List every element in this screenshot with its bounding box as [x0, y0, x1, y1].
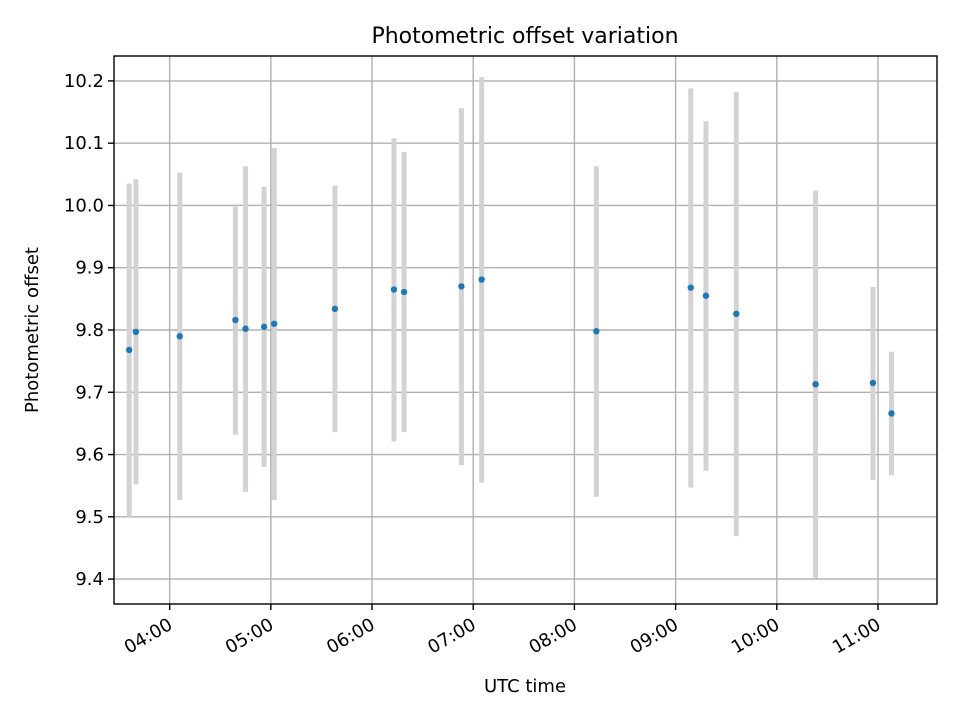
y-tick-label: 9.4: [75, 569, 104, 590]
x-tick-label: 10:00: [728, 614, 783, 658]
data-point: [132, 328, 140, 336]
y-tick-label: 10.2: [64, 71, 104, 92]
data-point: [458, 283, 465, 290]
x-tick-label: 08:00: [525, 614, 580, 658]
y-tick-label: 9.9: [75, 258, 104, 279]
x-tick-label: 04:00: [121, 614, 176, 658]
data-point: [733, 310, 740, 318]
data-point: [702, 292, 710, 299]
y-tick-label: 10.1: [64, 133, 104, 154]
data-point: [400, 288, 408, 296]
data-point: [478, 276, 485, 283]
y-tick-label: 10.0: [64, 195, 104, 216]
data-point: [812, 380, 819, 388]
x-tick-label: 11:00: [829, 614, 884, 658]
x-tick-label: 07:00: [424, 614, 479, 658]
data-point: [232, 316, 239, 324]
data-point: [242, 325, 249, 332]
x-tick-label: 05:00: [222, 614, 277, 658]
grid: [114, 56, 937, 604]
y-tick-label: 9.5: [75, 507, 104, 528]
data-point: [260, 323, 268, 331]
data-point: [125, 346, 133, 354]
chart-title: Photometric offset variation: [371, 24, 678, 49]
data-points: [125, 276, 895, 417]
x-tick-label: 06:00: [323, 614, 378, 658]
y-tick-label: 9.8: [75, 320, 104, 341]
data-point: [176, 333, 183, 340]
x-tick-label: 09:00: [627, 614, 682, 658]
data-point: [593, 328, 600, 335]
y-tick-label: 9.7: [75, 382, 104, 403]
y-axis-label: Photometric offset: [22, 247, 43, 413]
data-point: [390, 286, 398, 293]
x-axis-label: UTC time: [484, 676, 566, 697]
data-point: [869, 379, 877, 387]
ticks: 04:00 05:00 06:00 07:00 08:00 09:00 10:00 11:00…: [64, 71, 885, 658]
data-point: [888, 410, 895, 417]
data-point: [331, 305, 339, 313]
data-point: [271, 320, 278, 327]
data-point: [687, 284, 694, 291]
y-tick-label: 9.6: [75, 445, 104, 466]
